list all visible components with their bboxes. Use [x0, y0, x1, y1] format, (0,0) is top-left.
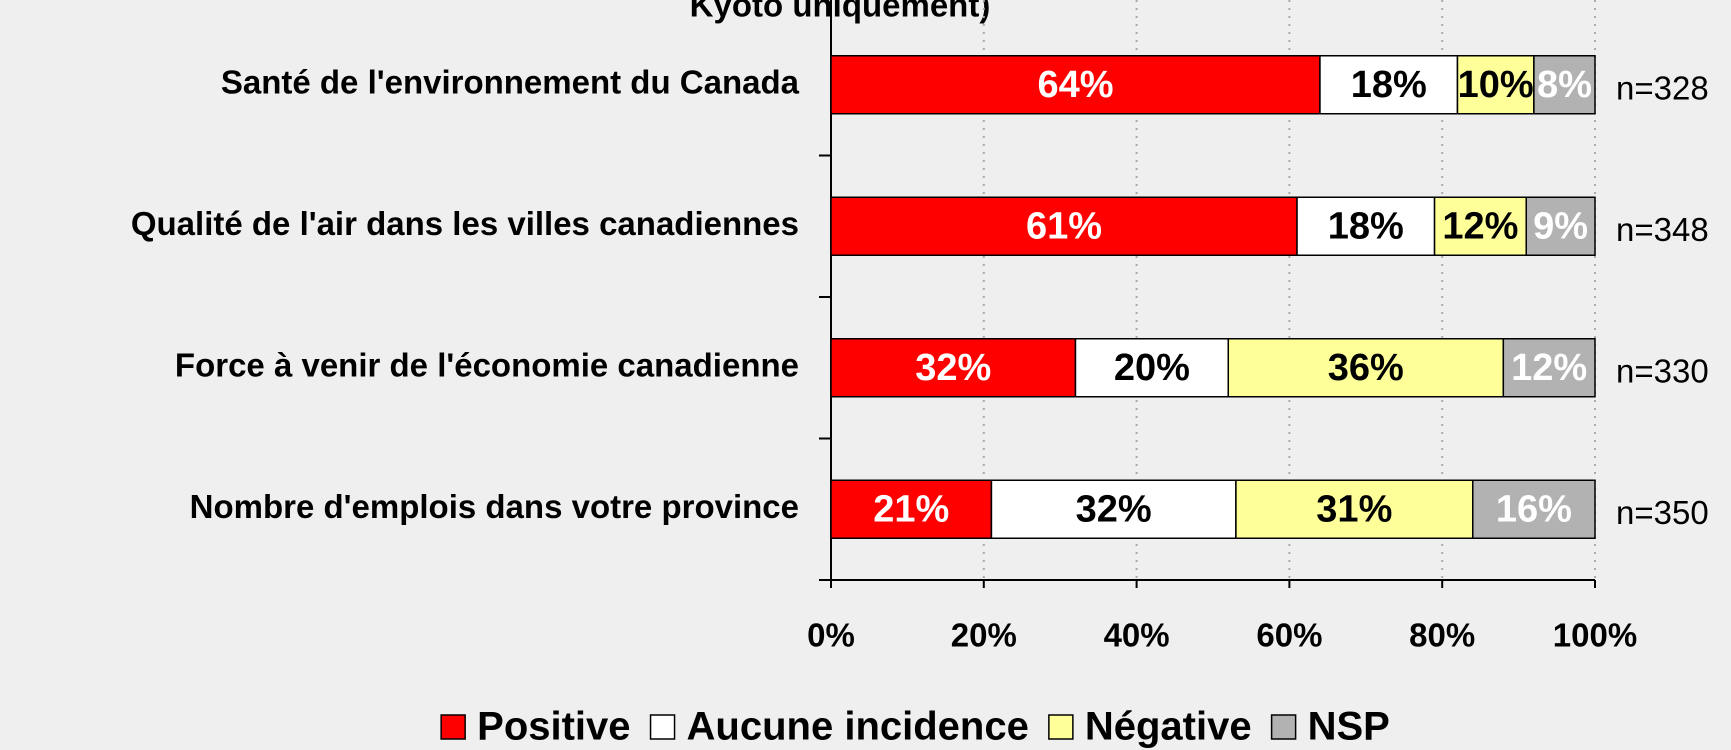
legend-label: Aucune incidence: [687, 705, 1029, 749]
x-tick-label: 40%: [1104, 617, 1170, 654]
y-tick-label: Force à venir de l'économie canadienne: [175, 346, 799, 383]
data-label: 8%: [1537, 64, 1592, 106]
bar-segment: [830, 479, 993, 539]
bar-segment: [1456, 55, 1535, 115]
data-label: 21%: [873, 488, 949, 530]
bar-segment: [1074, 338, 1230, 398]
x-tick-label: 100%: [1553, 617, 1637, 654]
bar-segment: [1227, 338, 1505, 398]
x-tick-label: 0%: [807, 617, 855, 654]
legend-label: Négative: [1085, 705, 1252, 749]
chart-title: Kyoto uniquement): [690, 0, 991, 24]
data-label: 9%: [1533, 205, 1588, 247]
data-label: 12%: [1511, 347, 1587, 389]
data-label: 31%: [1316, 488, 1392, 530]
x-tick-label: 20%: [951, 617, 1017, 654]
bar-segment: [830, 55, 1321, 115]
data-label: 16%: [1496, 488, 1572, 530]
annotation: n=348: [1616, 211, 1709, 248]
bar-segment: [1502, 338, 1596, 398]
annotation: n=328: [1616, 69, 1709, 106]
bar-segment: [1296, 196, 1436, 256]
annotation: n=330: [1616, 352, 1709, 389]
y-tick-label: Qualité de l'air dans les villes canadie…: [131, 205, 799, 242]
bar-segment: [830, 338, 1077, 398]
data-label: 12%: [1442, 205, 1518, 247]
data-label: 18%: [1351, 64, 1427, 106]
legend-swatch: [1048, 714, 1074, 740]
data-label: 18%: [1328, 205, 1404, 247]
bar-segment: [1533, 55, 1596, 115]
x-tick-label: 80%: [1409, 617, 1475, 654]
legend-swatch: [440, 714, 466, 740]
annotation: n=350: [1616, 494, 1709, 531]
x-tick-label: 60%: [1256, 617, 1322, 654]
bar-segment: [1525, 196, 1596, 256]
data-label: 64%: [1037, 64, 1113, 106]
y-tick-label: Nombre d'emplois dans votre province: [190, 488, 799, 525]
legend-label: NSP: [1308, 705, 1390, 749]
data-label: 61%: [1026, 205, 1102, 247]
data-label: 10%: [1458, 64, 1534, 106]
bar-segment: [830, 196, 1298, 256]
legend-swatch: [1270, 714, 1297, 740]
y-tick-label: Santé de l'environnement du Canada: [221, 63, 800, 100]
data-label: 32%: [1076, 488, 1152, 530]
bar-segment: [1235, 479, 1474, 539]
data-label: 36%: [1328, 347, 1404, 389]
data-label: 20%: [1114, 347, 1190, 389]
legend-swatch: [649, 714, 676, 740]
legend-label: Positive: [477, 705, 630, 749]
bar-segment: [990, 479, 1237, 539]
bar-segment: [1472, 479, 1596, 539]
data-label: 32%: [915, 347, 991, 389]
